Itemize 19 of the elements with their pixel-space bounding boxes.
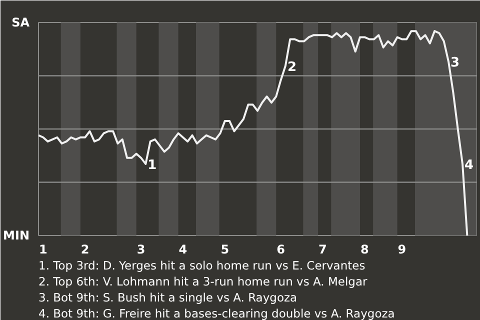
text: MIN (3, 228, 30, 242)
x-tick-label: 6 (276, 242, 285, 256)
annotation: 3 (450, 56, 460, 71)
x-tick-label: 4 (178, 242, 188, 256)
text: 4. Bot 9th: G. Freire hit a bases-clearing double vs A. Raygoza (38, 306, 395, 320)
x-tick-label: 9 (398, 242, 406, 256)
text: 1. Top 3rd: D. Yerges hit a solo home run vs E. Cervantes (38, 258, 366, 272)
annotation: 1 (148, 158, 157, 173)
text: 2. Top 6th: V. Lohmann hit a 3-run home run vs A. Melgar (38, 274, 368, 288)
text: SA (12, 16, 30, 30)
x-tick-label: 8 (360, 242, 369, 256)
x-tick-label: 7 (318, 242, 327, 256)
x-tick-label: 1 (38, 242, 48, 256)
x-tick-label: 5 (220, 242, 230, 256)
annotation: 4 (464, 158, 474, 173)
annotation: 2 (287, 60, 297, 75)
text: 3. Bot 9th: S. Bush hit a single vs A. Raygoza (38, 290, 298, 304)
x-tick-label: 3 (136, 242, 146, 256)
x-tick-label: 2 (80, 242, 90, 256)
